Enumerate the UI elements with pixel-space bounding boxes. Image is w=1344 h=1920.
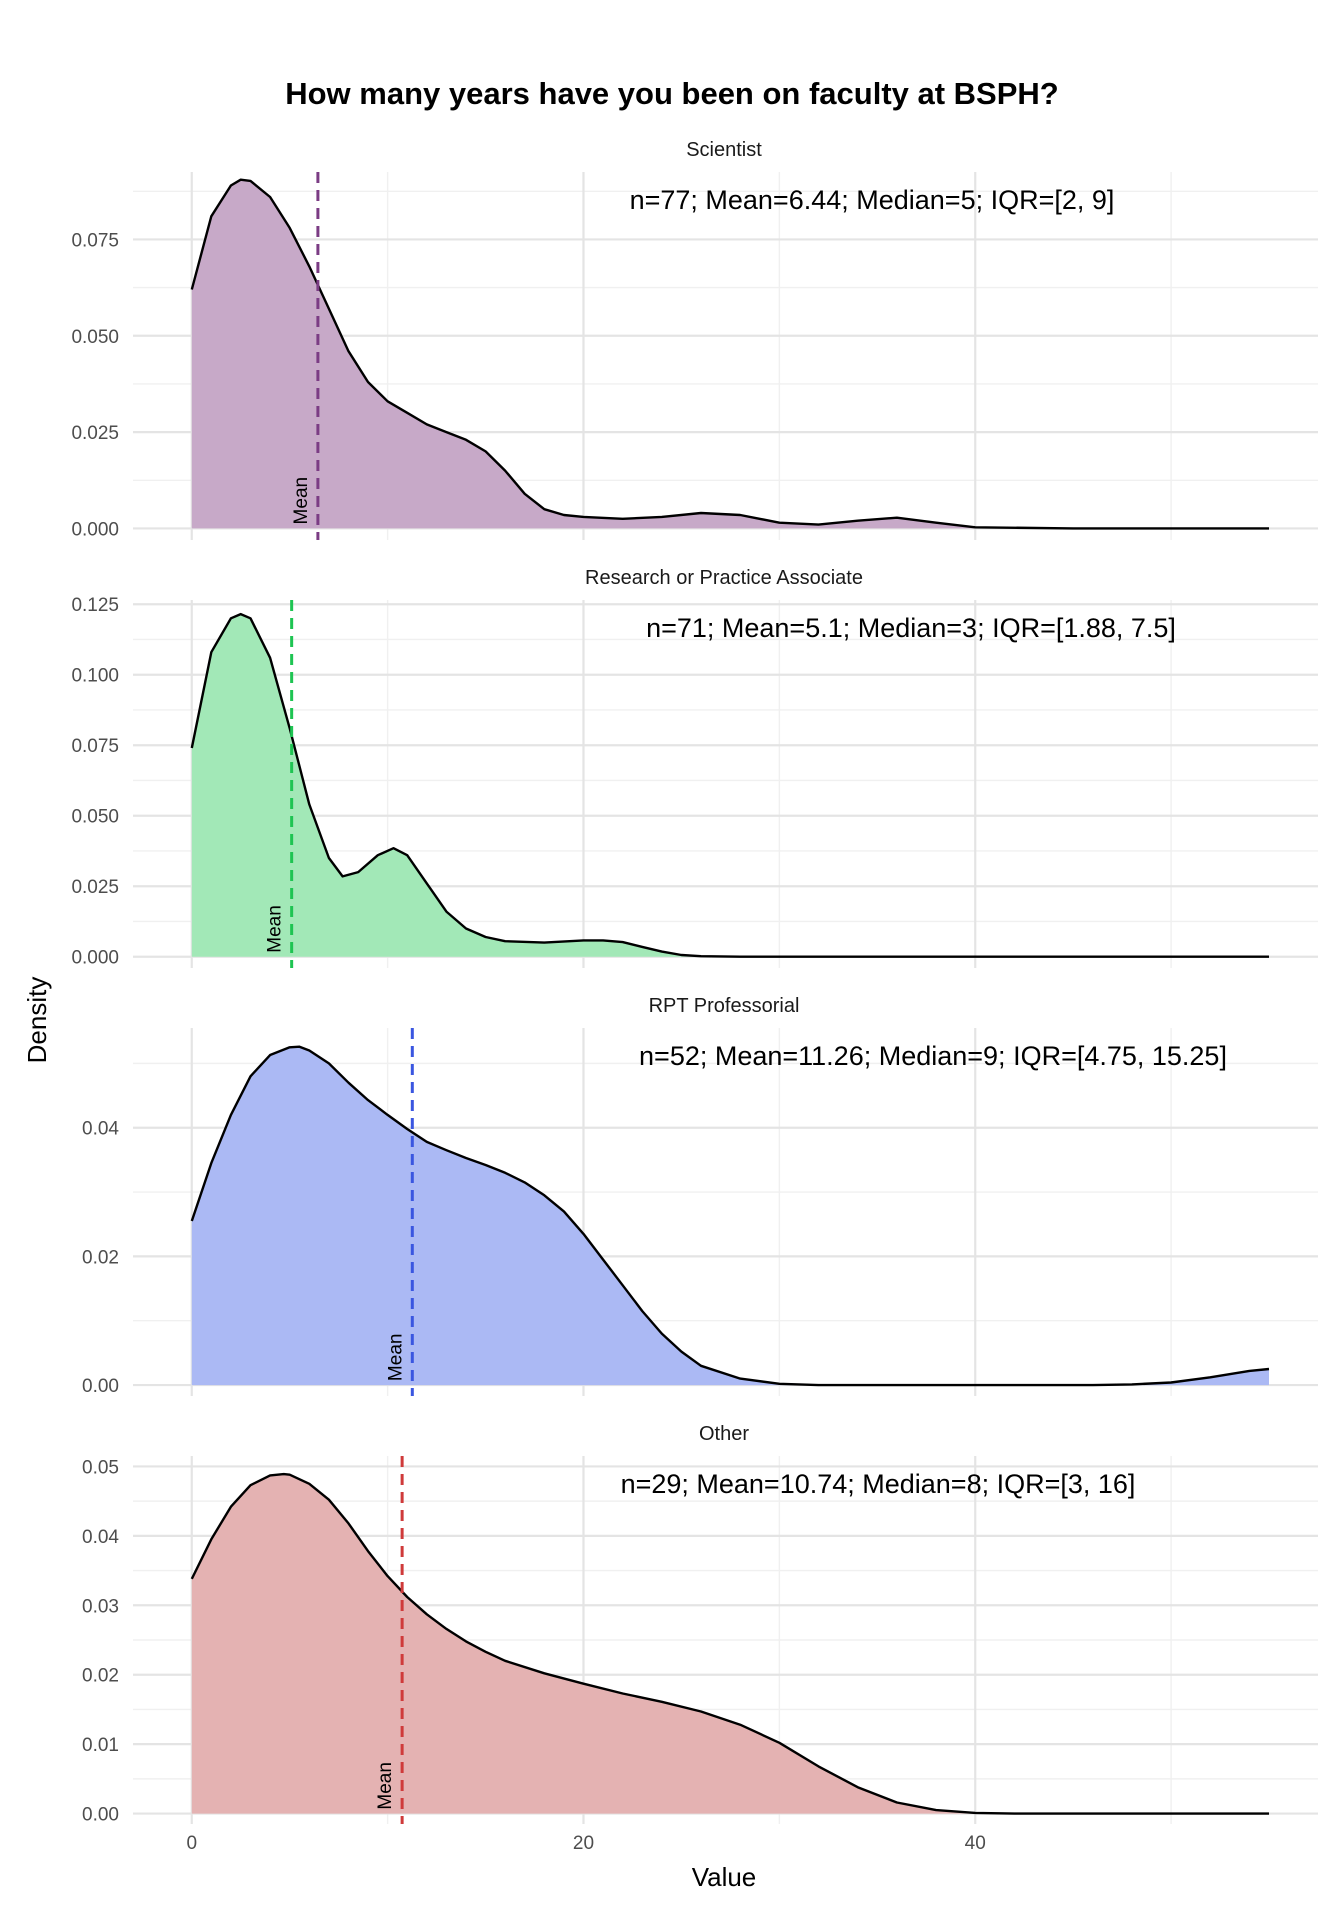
y-tick-label: 0.025 <box>71 877 119 898</box>
facet-panel-2: 0.000 0.025 0.050 0.075 0.100 0.125 Mean Resear… <box>71 567 1318 969</box>
chart-title: How many years have you been on faculty … <box>285 76 1059 111</box>
density-area <box>191 179 1269 529</box>
y-tick-label: 0.025 <box>71 423 119 444</box>
density-line <box>190 1045 1270 1387</box>
y-tick-label: 0.03 <box>82 1596 119 1617</box>
y-tick-label: 0.02 <box>82 1666 119 1687</box>
mean-label: Mean <box>385 1334 406 1382</box>
y-tick-label: 0.00 <box>82 1376 119 1397</box>
y-tick-label: 0.125 <box>71 595 119 616</box>
y-tick-label: 0.04 <box>82 1119 119 1140</box>
facet-panel-3: 0.00 0.02 0.04 Mean RPT Professorial n=52; Me… <box>82 995 1318 1397</box>
density-area <box>191 614 1269 957</box>
stats-annotation: n=29; Mean=10.74; Median=8; IQR=[3, 16] <box>621 1469 1136 1499</box>
y-tick-label: 0.02 <box>82 1247 119 1268</box>
y-tick-label: 0.050 <box>71 327 119 348</box>
x-tick-label: 20 <box>573 1833 594 1854</box>
mean-label: Mean <box>265 905 286 953</box>
y-tick-label: 0.000 <box>71 948 119 969</box>
y-tick-label: 0.04 <box>82 1527 119 1548</box>
x-tick-label: 40 <box>965 1833 986 1854</box>
stats-annotation: n=52; Mean=11.26; Median=9; IQR=[4.75, 1… <box>639 1041 1227 1071</box>
y-tick-label: 0.01 <box>82 1735 119 1756</box>
y-tick-label: 0.100 <box>71 666 119 687</box>
mean-label: Mean <box>375 1762 396 1810</box>
facet-panel-1: 0.000 0.025 0.050 0.075 Mean Scientist n=77; M… <box>71 139 1318 540</box>
y-tick-label: 0.075 <box>71 230 119 251</box>
density-area <box>191 1474 1269 1814</box>
density-line <box>190 1472 1269 1815</box>
facet-panels: 0.000 0.025 0.050 0.075 Mean Scientist n=77; M… <box>71 139 1318 1826</box>
density-area <box>191 1046 1269 1386</box>
stats-annotation: n=77; Mean=6.44; Median=5; IQR=[2, 9] <box>630 185 1115 215</box>
mean-label: Mean <box>291 477 312 525</box>
x-tick-label: 0 <box>186 1833 197 1854</box>
stats-annotation: n=71; Mean=5.1; Median=3; IQR=[1.88, 7.5… <box>646 613 1176 643</box>
y-tick-label: 0.050 <box>71 807 119 828</box>
facet-panel-4: 0.00 0.01 0.02 0.03 0.04 0.05 Mean Other n=29; M… <box>82 1423 1318 1826</box>
y-tick-label: 0.05 <box>82 1457 119 1478</box>
y-axis-title: Density <box>22 977 52 1064</box>
x-axis: 0 20 40 <box>186 1833 985 1854</box>
panel-strip-label: Research or Practice Associate <box>585 567 863 589</box>
panel-strip-label: Other <box>699 1423 749 1445</box>
panel-strip-label: RPT Professorial <box>649 995 800 1017</box>
y-tick-label: 0.000 <box>71 519 119 540</box>
x-axis-title: Value <box>692 1862 757 1892</box>
panel-strip-label: Scientist <box>686 139 762 161</box>
density-line <box>190 612 1269 958</box>
density-line <box>190 178 1269 530</box>
y-tick-label: 0.075 <box>71 736 119 757</box>
y-tick-label: 0.00 <box>82 1805 119 1826</box>
